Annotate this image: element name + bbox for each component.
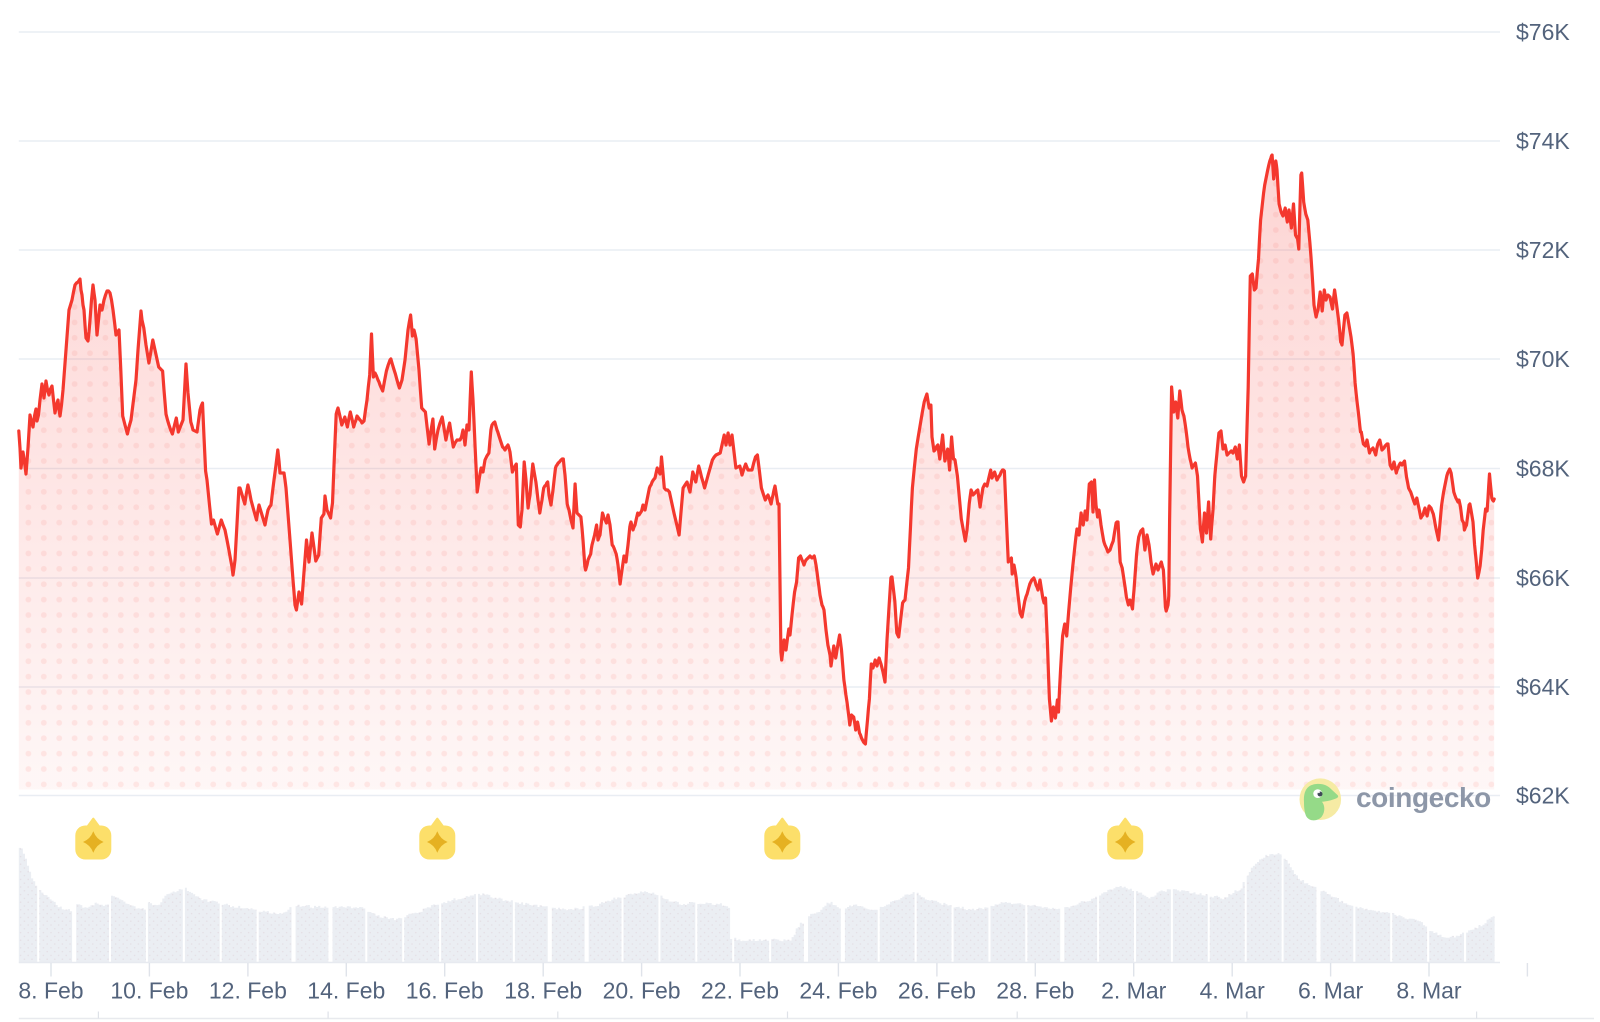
svg-text:$76K: $76K xyxy=(1516,19,1570,45)
svg-text:$66K: $66K xyxy=(1516,565,1570,591)
svg-text:26. Feb: 26. Feb xyxy=(898,978,976,1004)
svg-text:24. Feb: 24. Feb xyxy=(799,978,877,1004)
svg-text:8. Mar: 8. Mar xyxy=(1396,978,1462,1004)
svg-text:$70K: $70K xyxy=(1516,346,1570,372)
svg-text:8. Feb: 8. Feb xyxy=(18,978,83,1004)
svg-text:12. Feb: 12. Feb xyxy=(209,978,287,1004)
svg-text:$72K: $72K xyxy=(1516,237,1570,263)
svg-text:2. Mar: 2. Mar xyxy=(1101,978,1167,1004)
svg-text:6. Mar: 6. Mar xyxy=(1298,978,1364,1004)
svg-text:$74K: $74K xyxy=(1516,128,1570,154)
svg-text:$62K: $62K xyxy=(1516,783,1570,809)
svg-text:coingecko: coingecko xyxy=(1356,782,1491,813)
svg-text:16. Feb: 16. Feb xyxy=(406,978,484,1004)
svg-text:28. Feb: 28. Feb xyxy=(996,978,1074,1004)
svg-text:14. Feb: 14. Feb xyxy=(307,978,385,1004)
svg-text:22. Feb: 22. Feb xyxy=(701,978,779,1004)
svg-text:$64K: $64K xyxy=(1516,674,1570,700)
svg-text:10. Feb: 10. Feb xyxy=(110,978,188,1004)
svg-text:4. Mar: 4. Mar xyxy=(1200,978,1266,1004)
svg-text:20. Feb: 20. Feb xyxy=(603,978,681,1004)
svg-text:$68K: $68K xyxy=(1516,456,1570,482)
svg-text:18. Feb: 18. Feb xyxy=(504,978,582,1004)
